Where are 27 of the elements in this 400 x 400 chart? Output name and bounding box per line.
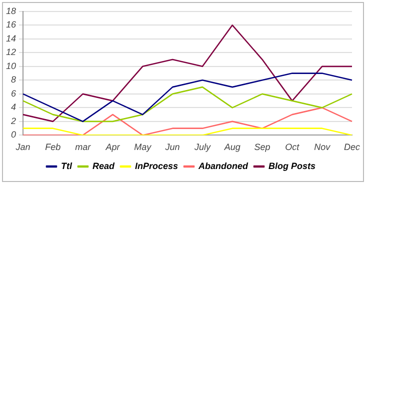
x-tick-label: May [134,142,152,152]
legend-label: Read [92,160,115,171]
y-tick-label: 4 [10,102,16,112]
x-tick-label: Aug [223,142,240,152]
x-tick-label: Oct [285,142,300,152]
legend-label: Abandoned [198,160,249,171]
x-tick-label: Feb [45,142,61,152]
x-tick-label: Jun [164,142,180,152]
y-tick-label: 14 [6,33,16,44]
y-tick-label: 12 [6,47,16,58]
legend-label: Blog Posts [268,160,316,171]
x-tick-label: Nov [314,142,331,152]
x-tick-label: mar [75,142,92,152]
y-tick-label: 6 [10,88,16,98]
y-tick-label: 0 [10,130,16,140]
x-tick-label: Apr [104,142,121,152]
x-tick-label: Sep [254,142,270,152]
x-tick-label: Dec [344,142,360,152]
legend-label: InProcess [134,160,178,171]
y-tick-label: 18 [6,6,16,16]
y-tick-label: 10 [6,60,16,71]
x-tick-label: Jan [14,142,30,152]
x-tick-label: July [193,142,211,152]
legend-label: Ttl [60,160,72,171]
y-tick-label: 2 [10,116,16,126]
y-tick-label: 16 [6,20,16,30]
y-tick-label: 8 [10,74,16,85]
